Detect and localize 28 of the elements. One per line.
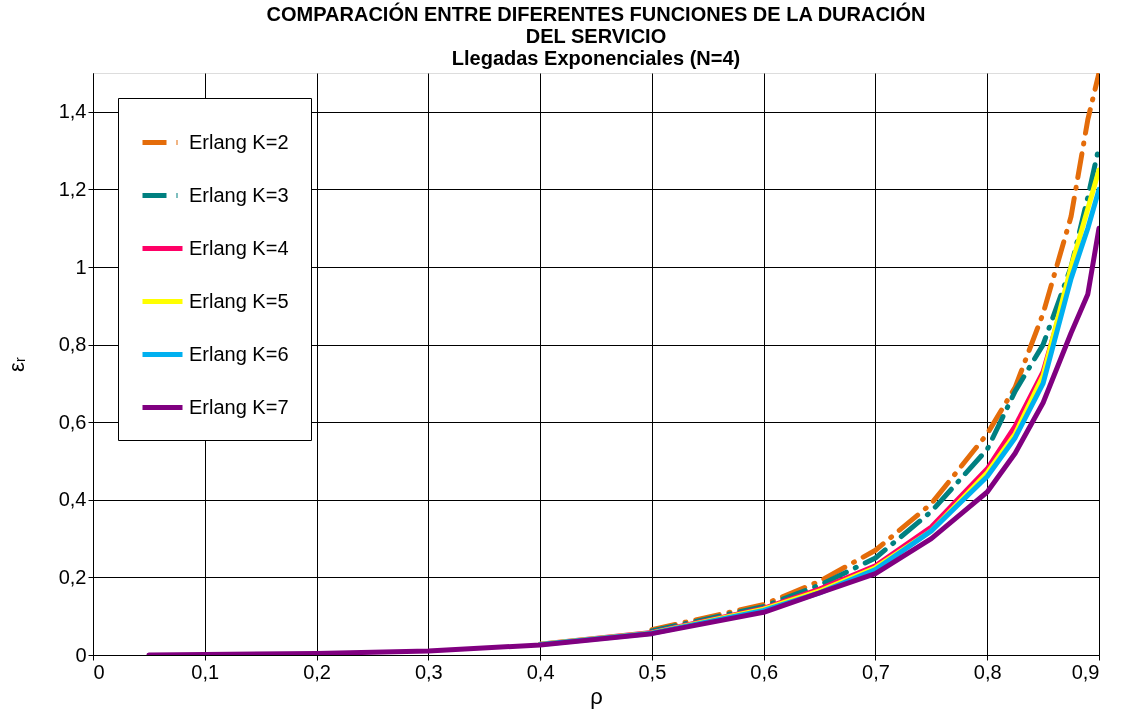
y-tick-label: 0,6 xyxy=(58,410,87,433)
y-tick-label: 0 xyxy=(75,643,87,666)
y-tick-label: 1,2 xyxy=(58,177,87,200)
x-tick-label: 0,5 xyxy=(638,660,667,683)
chart-title: COMPARACIÓN ENTRE DIFERENTES FUNCIONES DE LA DURACIÓN DEL SERVICIO xyxy=(266,2,926,47)
x-tick-label: 0,4 xyxy=(526,660,555,683)
x-tick-label: 0,2 xyxy=(303,660,331,683)
x-tick-label: 0,9 xyxy=(1071,660,1100,683)
legend-label: Erlang K=2 xyxy=(189,130,289,153)
x-tick-label: 0 xyxy=(93,660,105,683)
legend-label: Erlang K=3 xyxy=(189,183,289,206)
y-tick-label: 1 xyxy=(75,255,87,278)
y-tick-label: 0,4 xyxy=(58,488,87,511)
x-tick-label: 0,8 xyxy=(973,660,1002,683)
chart-subtitle: Llegadas Exponenciales (N=4) xyxy=(451,47,741,69)
x-axis-title: ρ xyxy=(590,683,603,709)
y-tick-label: 0,2 xyxy=(58,565,87,588)
legend-label: Erlang K=5 xyxy=(189,289,289,312)
x-tick-label: 0,3 xyxy=(414,660,443,683)
legend-label: Erlang K=7 xyxy=(189,395,289,418)
y-axis-title: εᵣ xyxy=(3,356,29,373)
x-tick-label: 0,7 xyxy=(862,660,890,683)
legend-label: Erlang K=4 xyxy=(189,236,289,259)
y-tick-label: 1,4 xyxy=(58,100,87,123)
legend-label: Erlang K=6 xyxy=(189,342,289,365)
x-tick-label: 0,6 xyxy=(750,660,779,683)
y-tick-label: 0,8 xyxy=(58,333,87,356)
x-tick-label: 0,1 xyxy=(191,660,220,683)
